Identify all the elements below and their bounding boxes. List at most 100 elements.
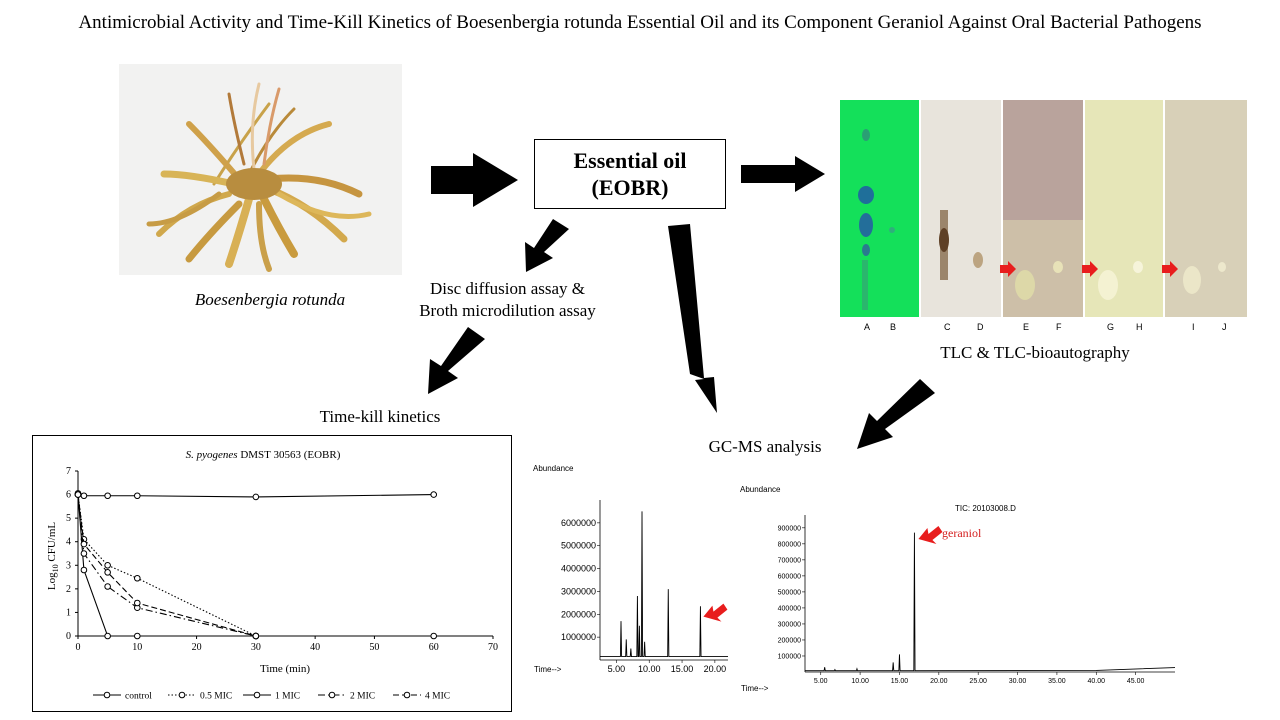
- gc1-y-tick-label: 3000000: [561, 586, 596, 596]
- y-axis-label: Log10 CFU/mL: [46, 522, 60, 590]
- essential-oil-box: Essential oil (EOBR): [534, 139, 726, 209]
- arrow-oil-to-gcms: [668, 224, 717, 413]
- gc2-x-tick-label: 25.00: [969, 678, 987, 685]
- gc1-y-tick-label: 5000000: [561, 541, 596, 551]
- legend-marker-2-mic: [328, 691, 336, 699]
- legend-marker-4-mic: [403, 691, 411, 699]
- gc1-trace: [600, 511, 728, 658]
- legend-label-control: control: [125, 692, 152, 702]
- tlc-marker-2: [1082, 261, 1098, 277]
- tlc-lane-a: A: [864, 322, 871, 332]
- data-point-control: [104, 492, 111, 500]
- tlc-lane-i: I: [1192, 322, 1195, 332]
- data-point-2-mic: [104, 583, 111, 590]
- gc2-x-tick-label: 20.00: [930, 678, 948, 685]
- gc2-geraniol-arrow: [918, 526, 943, 545]
- y-tick-label: 3: [66, 560, 71, 571]
- legend-marker-0-5-mic: [178, 691, 186, 699]
- gcms-chromatogram-full: Abundance Time--> 6000000 5000000 4000000 3…: [520, 460, 750, 680]
- x-tick-label: 10: [132, 642, 142, 653]
- tlc-caption: TLC & TLC-bioautography: [940, 343, 1130, 362]
- gc1-plot: 6000000 5000000 4000000 3000000 2000000 10000…: [561, 500, 728, 674]
- gc2-x-tick-label: 45.00: [1127, 678, 1145, 685]
- data-point-control: [80, 492, 88, 500]
- arrow-photo-to-oil: [431, 153, 518, 207]
- gc2-y-tick-label: 800000: [778, 541, 801, 548]
- data-point-0-5-mic: [104, 561, 111, 569]
- x-tick-label: 0: [76, 642, 81, 653]
- x-tick-label: 50: [369, 642, 379, 653]
- gc1-x-tick-label: 15.00: [671, 664, 694, 674]
- legend-label-4-mic: 4 MIC: [425, 692, 450, 702]
- gc2-x-tick-label: 10.00: [851, 678, 869, 685]
- gc2-tic-label: TIC: 20103008.D: [955, 504, 1016, 513]
- data-point-1-mic: [430, 632, 438, 640]
- gc2-x-tick-label: 40.00: [1088, 678, 1106, 685]
- arrow-tlc-to-gcms: [857, 379, 935, 449]
- data-point-2-mic: [80, 550, 88, 557]
- gc1-x-label: Time-->: [534, 665, 562, 674]
- plant-photo: [119, 64, 402, 275]
- essential-oil-title: Essential oil: [573, 148, 687, 173]
- arrow-oil-to-assay: [525, 219, 569, 272]
- essential-oil-abbrev: (EOBR): [591, 175, 669, 200]
- x-tick-label: 30: [251, 642, 261, 653]
- gc1-geraniol-arrow: [703, 603, 728, 622]
- tlc-lane-j: J: [1222, 322, 1227, 332]
- tlc-lane-b: B: [890, 322, 897, 332]
- series-line-2-mic: [77, 494, 256, 637]
- assay-label: Disc diffusion assay & Broth microdiluti…: [395, 278, 620, 322]
- data-point-4-mic: [80, 540, 88, 548]
- timekill-chart: S. pyogenes DMST 30563 (EOBR) Log10 CFU/…: [32, 435, 512, 712]
- gc1-x-tick-label: 10.00: [638, 664, 661, 674]
- legend-marker-1-mic: [253, 691, 261, 699]
- chart-title-strain: DMST 30563 (EOBR): [238, 449, 341, 461]
- data-point-4-mic: [74, 491, 82, 498]
- y-tick-label: 1: [66, 607, 71, 618]
- gc2-y-tick-label: 500000: [778, 589, 801, 596]
- gc1-y-tick-label: 6000000: [561, 518, 596, 528]
- timekill-chart-svg: S. pyogenes DMST 30563 (EOBR) Log10 CFU/…: [46, 449, 498, 702]
- gc2-y-tick-label: 700000: [778, 557, 801, 564]
- gc1-y-tick-label: 1000000: [561, 632, 596, 642]
- plant-caption: Boesenbergia rotunda: [194, 290, 346, 309]
- tlc-lane-c: C: [944, 322, 951, 332]
- y-tick-label: 0: [66, 631, 71, 642]
- gc2-y-tick-label: 300000: [778, 621, 801, 628]
- arrow-oil-to-tlc: [741, 156, 825, 192]
- gc2-y-tick-label: 100000: [778, 653, 801, 660]
- gc1-x-tick-label: 20.00: [704, 664, 727, 674]
- tlc-lane-e: E: [1023, 322, 1030, 332]
- gc1-y-tick-label: 2000000: [561, 609, 596, 619]
- data-point-4-mic: [133, 599, 141, 607]
- data-point-0-5-mic: [133, 574, 141, 582]
- legend-label-0-5-mic: 0.5 MIC: [200, 692, 232, 702]
- y-tick-label: 2: [66, 584, 71, 595]
- data-point-control: [252, 493, 260, 501]
- y-tick-label: 7: [66, 466, 71, 477]
- gc2-x-tick-label: 5.00: [814, 678, 828, 685]
- gc2-x-tick-label: 35.00: [1048, 678, 1066, 685]
- chart-title: S. pyogenes DMST 30563 (EOBR): [186, 449, 341, 461]
- gc1-y-label: Abundance: [533, 464, 574, 473]
- legend-marker-control: [103, 691, 111, 699]
- gc2-y-tick-label: 200000: [778, 637, 801, 644]
- gc2-x-tick-label: 30.00: [1009, 678, 1027, 685]
- legend-label-1-mic: 1 MIC: [275, 692, 300, 702]
- data-point-1-mic: [104, 632, 111, 640]
- x-tick-label: 40: [310, 642, 320, 653]
- gc1-x-tick-label: 5.00: [608, 664, 626, 674]
- tlc-lane-h: H: [1136, 322, 1143, 332]
- data-point-1-mic: [133, 632, 141, 640]
- gc2-y-tick-label: 900000: [778, 525, 801, 532]
- series-line-1-mic: [77, 494, 434, 637]
- data-point-control: [133, 492, 141, 500]
- gc2-y-tick-label: 400000: [778, 605, 801, 612]
- x-tick-label: 70: [488, 642, 498, 653]
- tlc-lane-labels: A B C D E F G H I J: [840, 322, 1247, 336]
- gc2-trace: [805, 532, 1176, 672]
- gc1-y-tick-label: 4000000: [561, 564, 596, 574]
- timekill-label: Time-kill kinetics: [319, 407, 441, 426]
- arrow-assay-to-timekill: [428, 327, 485, 394]
- y-tick-label: 5: [66, 513, 71, 524]
